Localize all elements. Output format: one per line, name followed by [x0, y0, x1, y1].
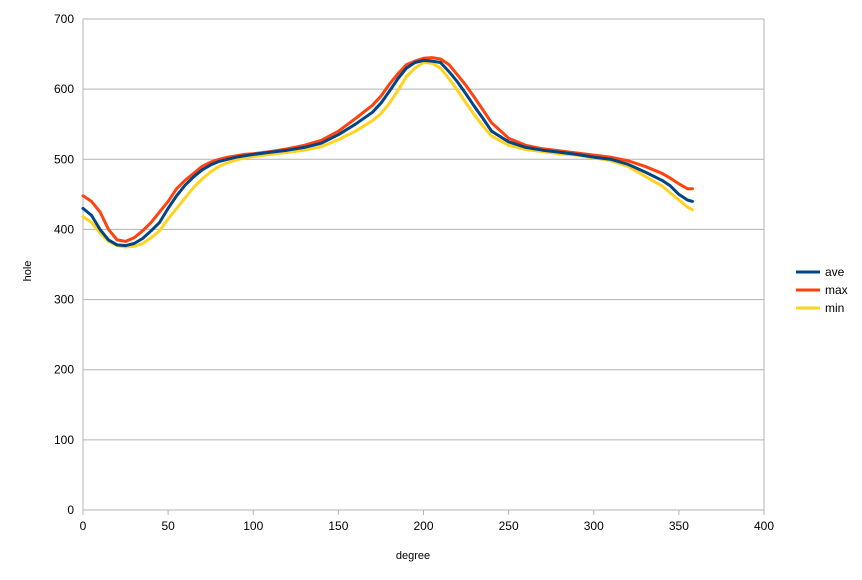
y-axis-ticks: 0 100 200 300 400 500 600 700: [54, 12, 74, 517]
x-axis-ticks: 0 50 100 150 200 250 300 350 400: [80, 510, 774, 533]
y-tick-label: 700: [54, 12, 74, 26]
y-tick-label: 200: [54, 363, 74, 377]
x-tick-label: 300: [584, 519, 604, 533]
x-tick-label: 200: [413, 519, 433, 533]
y-tick-label: 500: [54, 152, 74, 166]
x-tick-label: 50: [161, 519, 175, 533]
x-tick-label: 150: [328, 519, 348, 533]
x-tick-label: 350: [669, 519, 689, 533]
y-tick-label: 100: [54, 433, 74, 447]
series-lines: [81, 56, 694, 249]
x-axis-title: degree: [396, 550, 430, 562]
series-line-max: [81, 56, 694, 243]
legend-label-ave: ave: [825, 265, 845, 279]
gridlines: [82, 18, 765, 511]
x-tick-label: 400: [754, 519, 774, 533]
x-tick-label: 0: [80, 519, 87, 533]
x-tick-label: 100: [243, 519, 263, 533]
y-tick-label: 600: [54, 82, 74, 96]
y-tick-label: 300: [54, 293, 74, 307]
y-tick-label: 0: [67, 503, 74, 517]
legend: ave max min: [796, 265, 848, 315]
x-tick-label: 250: [499, 519, 519, 533]
series-line-ave: [81, 58, 694, 248]
y-axis-title: hole: [22, 261, 34, 282]
legend-label-max: max: [825, 283, 848, 297]
legend-label-min: min: [825, 301, 844, 315]
y-tick-label: 400: [54, 222, 74, 236]
